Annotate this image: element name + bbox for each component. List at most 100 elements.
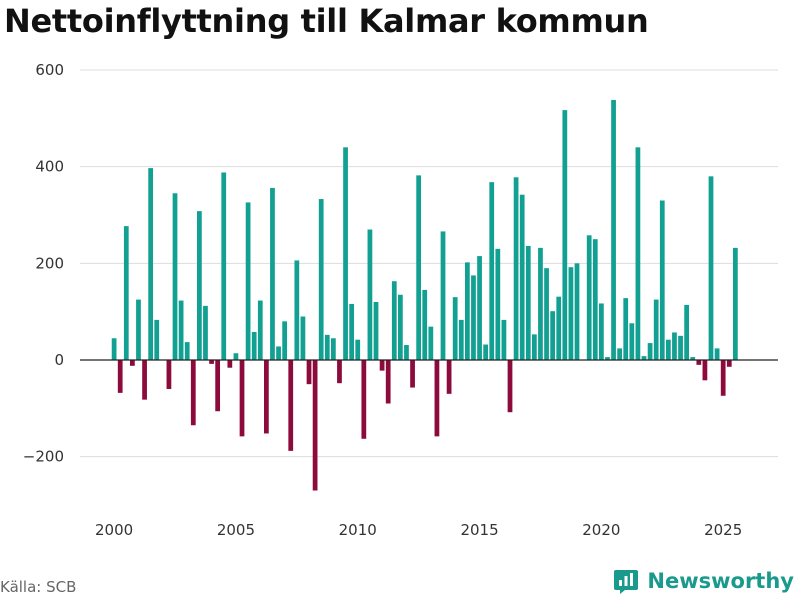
bar	[410, 360, 415, 388]
bar	[233, 353, 239, 360]
x-axis-tick-labels: 2000 2005 2010 2015 2020 2025	[95, 521, 742, 539]
bar	[586, 235, 592, 360]
bar	[464, 262, 470, 360]
bar	[678, 335, 683, 360]
bar	[556, 296, 562, 360]
brand-logo[interactable]: Newsworthy	[613, 567, 794, 595]
bar	[665, 339, 671, 360]
bar	[385, 360, 391, 404]
bar	[270, 187, 275, 360]
bar	[641, 356, 647, 360]
bar	[592, 239, 598, 360]
bar	[611, 99, 616, 360]
bar	[276, 346, 281, 360]
bar-chart: −200 0 200 400 600 2000 2005 2010 2015 2020 2025	[23, 61, 778, 539]
bar	[422, 289, 428, 360]
bar	[190, 360, 196, 426]
bar	[458, 319, 464, 360]
bar	[343, 147, 348, 360]
bar	[397, 294, 403, 360]
bar	[452, 297, 458, 360]
bar	[714, 348, 720, 360]
bar	[136, 299, 141, 360]
bar	[519, 194, 525, 360]
bar	[574, 263, 580, 360]
bar	[282, 321, 288, 360]
x-tick-label: 2000	[95, 521, 133, 539]
bar	[142, 360, 147, 400]
bar	[434, 360, 440, 437]
bar	[117, 360, 123, 393]
bar	[702, 360, 708, 381]
bar	[690, 357, 696, 360]
bar	[123, 226, 129, 360]
bar	[172, 193, 178, 360]
newsworthy-bar-chart-logo-icon	[614, 570, 639, 594]
bar	[227, 360, 233, 368]
y-axis-tick-labels: −200 0 200 400 600	[23, 61, 64, 466]
bar	[629, 323, 635, 360]
bar	[538, 247, 543, 360]
bar	[197, 211, 202, 360]
bar	[544, 268, 549, 360]
bar	[507, 360, 513, 413]
bar	[428, 326, 434, 360]
bar	[209, 360, 214, 364]
bar	[349, 303, 355, 360]
y-tick-label: −200	[23, 448, 64, 466]
bar	[446, 360, 452, 394]
bar	[684, 304, 690, 360]
bar	[239, 360, 245, 437]
bar	[251, 331, 257, 360]
bar	[111, 338, 117, 360]
bar	[324, 334, 330, 360]
x-tick-label: 2020	[582, 521, 620, 539]
bar	[318, 199, 324, 360]
bar	[367, 229, 373, 360]
source-note: Källa: SCB	[0, 578, 77, 596]
bar	[720, 360, 726, 396]
chart-title: Nettoinflyttning till Kalmar kommun	[4, 2, 649, 40]
bar	[525, 245, 531, 360]
bar	[562, 110, 568, 360]
bar	[483, 344, 489, 360]
bar	[708, 176, 714, 360]
bar	[306, 360, 312, 385]
bar	[288, 360, 294, 451]
grid-lines	[80, 69, 778, 458]
y-tick-label: 200	[35, 254, 64, 272]
bar	[568, 267, 574, 360]
bar	[215, 360, 221, 412]
bar	[598, 303, 604, 360]
bar	[178, 300, 184, 360]
x-tick-label: 2010	[339, 521, 377, 539]
bar	[623, 298, 629, 360]
bar	[361, 360, 367, 439]
bar	[294, 260, 300, 360]
bar	[489, 182, 495, 360]
bar	[672, 332, 677, 360]
bar	[148, 168, 154, 360]
bar	[300, 316, 306, 360]
bar	[471, 275, 476, 360]
bar	[696, 360, 702, 365]
bar	[257, 300, 263, 360]
bar	[184, 342, 190, 360]
bar	[440, 231, 446, 360]
bar	[264, 360, 269, 434]
bar	[605, 357, 610, 360]
bar	[355, 339, 361, 360]
x-tick-label: 2025	[704, 521, 742, 539]
bar	[531, 334, 537, 360]
bar	[726, 360, 732, 367]
bar	[379, 360, 385, 371]
bar	[330, 338, 336, 360]
bar	[221, 172, 227, 360]
bar	[513, 177, 519, 360]
bar	[550, 311, 556, 360]
bar	[617, 348, 623, 360]
bar	[404, 345, 409, 360]
bar	[337, 360, 342, 384]
bar	[166, 360, 172, 389]
bar	[154, 319, 160, 360]
